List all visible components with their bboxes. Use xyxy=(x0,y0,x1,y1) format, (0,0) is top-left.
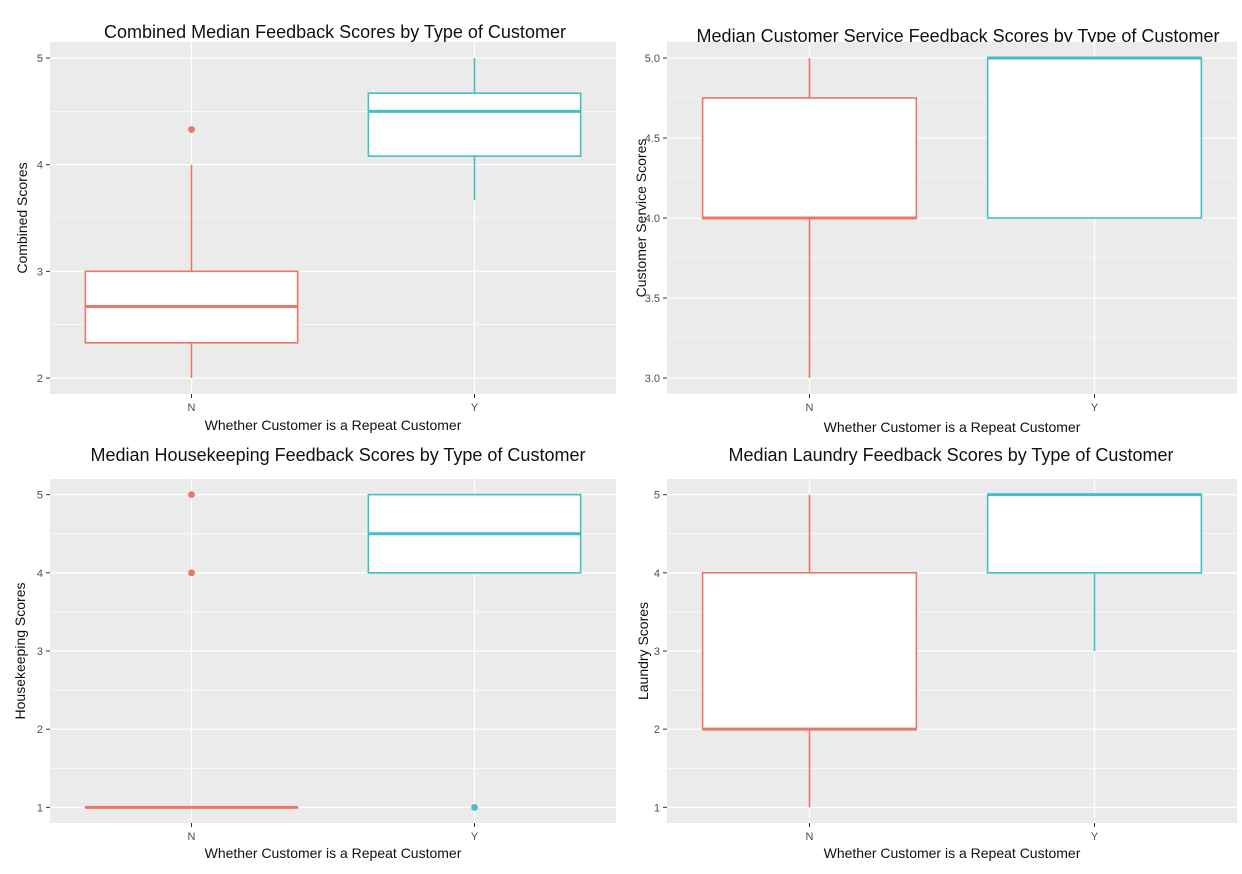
outlier-point xyxy=(188,491,195,499)
y-axis-title: Housekeeping Scores xyxy=(12,583,28,720)
box-Y xyxy=(986,56,1203,219)
box-Y xyxy=(986,493,1203,651)
chart-svg-housekeeping: Median Housekeeping Feedback Scores by T… xyxy=(12,445,616,861)
box-iqr xyxy=(701,572,918,730)
y-tick-label: 5.0 xyxy=(645,53,660,65)
y-axis-title: Customer Service Scores xyxy=(633,139,649,298)
chart-panel-laundry: Median Laundry Feedback Scores by Type o… xyxy=(621,437,1242,874)
y-tick-label: 4 xyxy=(37,160,43,172)
chart-svg-laundry: Median Laundry Feedback Scores by Type o… xyxy=(635,445,1237,861)
box-N xyxy=(84,126,299,378)
y-axis-title: Combined Scores xyxy=(14,162,30,273)
box-iqr xyxy=(367,92,582,157)
x-tick-label: Y xyxy=(1091,831,1099,843)
outlier-point xyxy=(188,569,195,577)
y-tick-label: 4.5 xyxy=(645,133,660,145)
chart-title: Median Housekeeping Feedback Scores by T… xyxy=(91,445,586,465)
chart-panel-customer-service: Median Customer Service Feedback Scores … xyxy=(621,0,1242,437)
x-tick-label: N xyxy=(806,831,814,843)
chart-svg-combined: Combined Median Feedback Scores by Type … xyxy=(14,22,616,433)
x-axis-title: Whether Customer is a Repeat Customer xyxy=(205,845,462,861)
y-tick-label: 2 xyxy=(37,373,43,385)
chart-title: Combined Median Feedback Scores by Type … xyxy=(104,22,566,42)
chart-title: Median Laundry Feedback Scores by Type o… xyxy=(729,445,1174,465)
y-tick-label: 5 xyxy=(37,490,43,502)
box-iqr xyxy=(701,97,918,219)
box-Y xyxy=(367,493,582,811)
x-tick-label: Y xyxy=(1091,402,1099,414)
chart-svg-customer-service: Median Customer Service Feedback Scores … xyxy=(633,26,1237,435)
x-axis-title: Whether Customer is a Repeat Customer xyxy=(205,417,462,433)
y-tick-label: 5 xyxy=(654,490,660,502)
y-tick-label: 4 xyxy=(37,568,43,580)
y-tick-label: 3.0 xyxy=(645,373,660,385)
box-N xyxy=(701,58,918,378)
outlier-point xyxy=(188,126,195,133)
y-tick-label: 2 xyxy=(37,724,43,736)
y-tick-label: 3 xyxy=(37,646,43,658)
x-tick-label: Y xyxy=(471,831,479,843)
x-tick-label: N xyxy=(188,402,196,414)
x-tick-label: Y xyxy=(471,402,479,414)
chart-panel-combined: Combined Median Feedback Scores by Type … xyxy=(0,0,621,437)
x-tick-label: N xyxy=(806,402,814,414)
y-tick-label: 1 xyxy=(654,802,660,814)
x-axis-title: Whether Customer is a Repeat Customer xyxy=(824,845,1081,861)
x-axis-title: Whether Customer is a Repeat Customer xyxy=(824,419,1081,435)
chart-panel-housekeeping: Median Housekeeping Feedback Scores by T… xyxy=(0,437,621,874)
y-tick-label: 5 xyxy=(37,53,43,65)
y-tick-label: 4.0 xyxy=(645,213,660,225)
box-N xyxy=(84,491,299,809)
box-N xyxy=(701,494,918,808)
y-tick-label: 1 xyxy=(37,802,43,814)
y-tick-label: 2 xyxy=(654,724,660,736)
y-axis-title: Laundry Scores xyxy=(635,602,651,700)
y-tick-label: 3 xyxy=(654,646,660,658)
y-tick-label: 3 xyxy=(37,266,43,278)
box-iqr xyxy=(986,57,1203,219)
box-Y xyxy=(367,58,582,200)
chart-title: Median Customer Service Feedback Scores … xyxy=(697,26,1220,46)
x-tick-label: N xyxy=(188,831,196,843)
y-tick-label: 3.5 xyxy=(645,293,660,305)
outlier-point xyxy=(471,803,478,811)
box-iqr xyxy=(986,493,1203,574)
y-tick-label: 4 xyxy=(654,568,660,580)
